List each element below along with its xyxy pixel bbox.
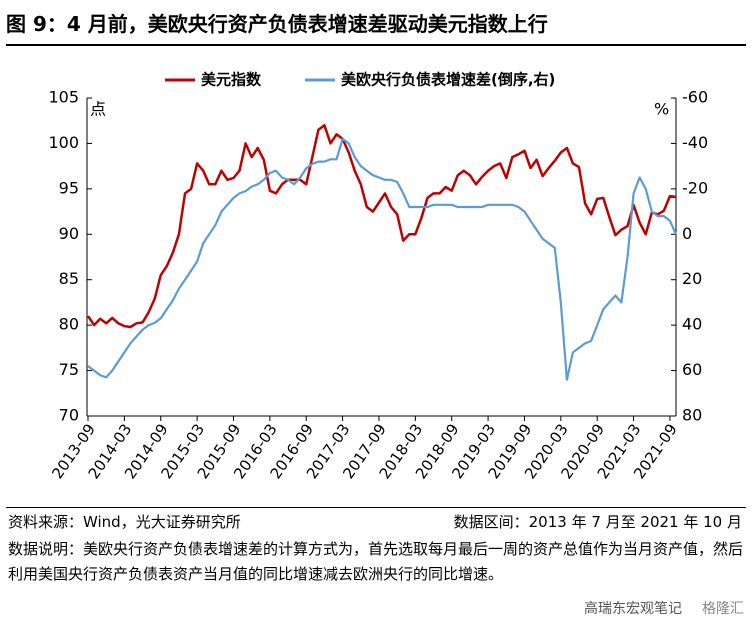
series-line <box>87 137 678 381</box>
watermark: 高瑞东宏观笔记 <box>584 598 682 618</box>
source: 资料来源：Wind，光大证券研究所 <box>8 513 241 531</box>
y2-tick-label: 0 <box>682 224 692 243</box>
y2-tick-label: 80 <box>682 406 702 425</box>
y2-tick-label: -60 <box>682 88 708 107</box>
note: 数据说明：美欧央行资产负债表增速差的计算方式为，首先选取每月最后一周的资产总值作… <box>8 540 744 583</box>
y-tick-label: 95 <box>59 178 79 197</box>
y2-tick-label: 20 <box>682 269 702 288</box>
figure-title: 图 9：4 月前，美欧央行资产负债表增速差驱动美元指数上行 <box>6 12 548 36</box>
footer-rule <box>6 507 746 508</box>
y2-tick-label: -40 <box>682 133 708 152</box>
y-tick-label: 80 <box>59 315 79 334</box>
logo: 格隆汇 <box>702 601 744 617</box>
series-line <box>86 124 677 329</box>
y2-tick-label: 40 <box>682 315 702 334</box>
data-range: 数据区间：2013 年 7 月至 2021 年 10 月 <box>453 513 742 531</box>
y-tick-label: 70 <box>59 406 79 425</box>
y-tick-label: 100 <box>48 133 79 152</box>
y-tick-label: 90 <box>59 224 79 243</box>
y2-tick-label: -20 <box>682 178 708 197</box>
y-unit: 点 <box>90 100 106 119</box>
y-tick-label: 75 <box>59 360 79 379</box>
legend-label: 美欧央行负债表增速差(倒序,右) <box>341 71 555 89</box>
legend-label: 美元指数 <box>201 71 262 89</box>
y2-unit: % <box>654 100 669 119</box>
y2-tick-label: 60 <box>682 360 702 379</box>
title-rule <box>6 44 746 46</box>
y-tick-label: 105 <box>48 88 79 107</box>
y-tick-label: 85 <box>59 269 79 288</box>
